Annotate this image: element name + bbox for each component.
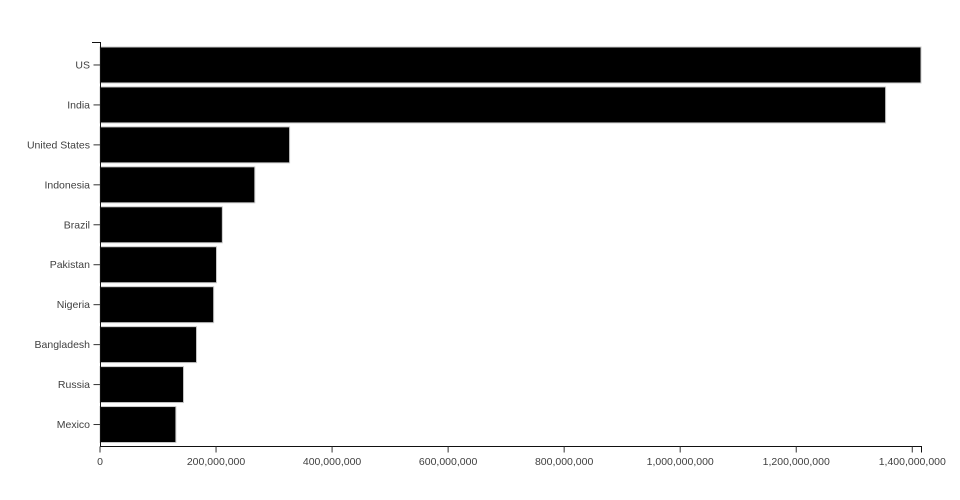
- bar-brazil: [99, 206, 223, 244]
- y-axis-domain-line: [92, 42, 101, 447]
- x-axis-tick-label: 1,000,000,000: [647, 456, 714, 468]
- bar-united-states: [99, 126, 291, 164]
- bar-india: [99, 86, 887, 124]
- x-axis-domain-line: [100, 446, 922, 453]
- x-axis-tick-label: 600,000,000: [419, 456, 478, 468]
- bar-bangladesh: [99, 326, 198, 364]
- x-axis-tick-label: 400,000,000: [303, 456, 362, 468]
- x-axis-tick-label: 200,000,000: [187, 456, 246, 468]
- x-axis-tick-label: 800,000,000: [535, 456, 594, 468]
- x-axis-tick-label: 1,400,000,000: [879, 456, 946, 468]
- y-axis-tick-label: Bangladesh: [35, 339, 91, 351]
- y-axis: US India United States Indonesia Brazil Pakis…: [27, 42, 101, 447]
- plot-area: [99, 46, 922, 444]
- bar-us: [99, 46, 922, 84]
- x-axis: 0 200,000,000 400,000,000 600,000,000 800,00…: [97, 446, 946, 468]
- y-axis-tick-label: US: [75, 59, 90, 71]
- y-axis-tick-label: Pakistan: [50, 259, 90, 271]
- bar-indonesia: [99, 166, 256, 204]
- bar-pakistan: [99, 246, 218, 284]
- bar-russia: [99, 366, 185, 404]
- y-axis-tick-label: United States: [27, 139, 90, 151]
- y-axis-tick-label: Brazil: [64, 219, 90, 231]
- x-axis-tick-label: 0: [97, 456, 103, 468]
- y-axis-tick-label: Russia: [58, 379, 90, 391]
- y-axis-tick-label: Indonesia: [44, 179, 90, 191]
- y-axis-tick-label: Nigeria: [57, 299, 90, 311]
- y-axis-tick-label: India: [67, 99, 90, 111]
- bar-mexico: [99, 406, 177, 444]
- y-axis-tick-label: Mexico: [57, 419, 90, 431]
- bar-nigeria: [99, 286, 215, 324]
- x-axis-tick-label: 1,200,000,000: [763, 456, 830, 468]
